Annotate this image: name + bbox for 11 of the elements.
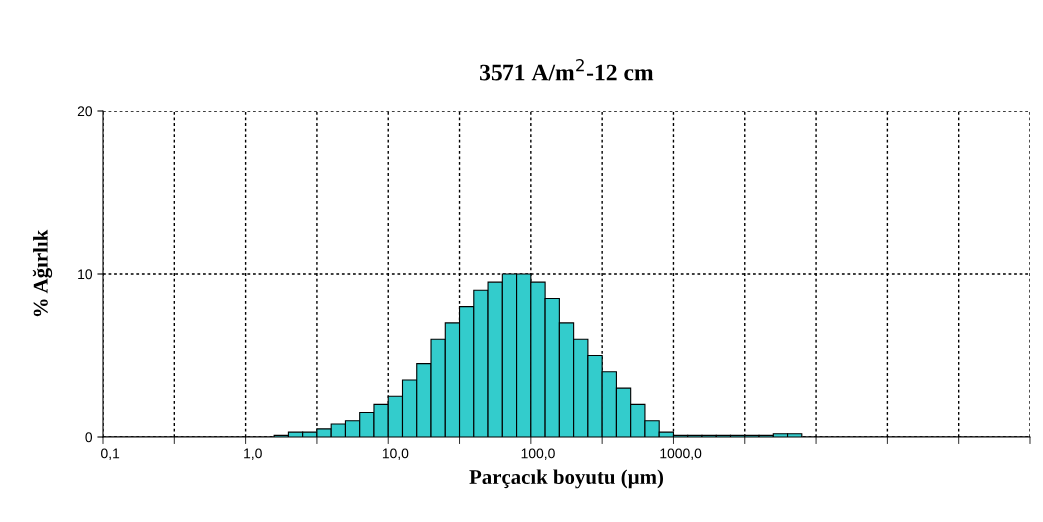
x-axis-title: Parçacık boyutu (µm) [469,469,664,489]
y-axis-title: % Ağırlık [32,229,53,317]
x-tick-label: 0,1 [101,448,120,460]
x-tick-label: 1,0 [244,448,262,460]
x-tick-label: 1000,0 [660,448,702,460]
y-tick-label: 20 [77,106,93,117]
y-tick-label: 10 [78,269,93,280]
x-tick-label: 100,0 [521,448,555,460]
y-tick-label: 0 [85,432,93,443]
x-tick-label: 10,0 [382,448,409,460]
chart-title: 3571 A/m$^{2}$-12 cm [480,58,654,81]
